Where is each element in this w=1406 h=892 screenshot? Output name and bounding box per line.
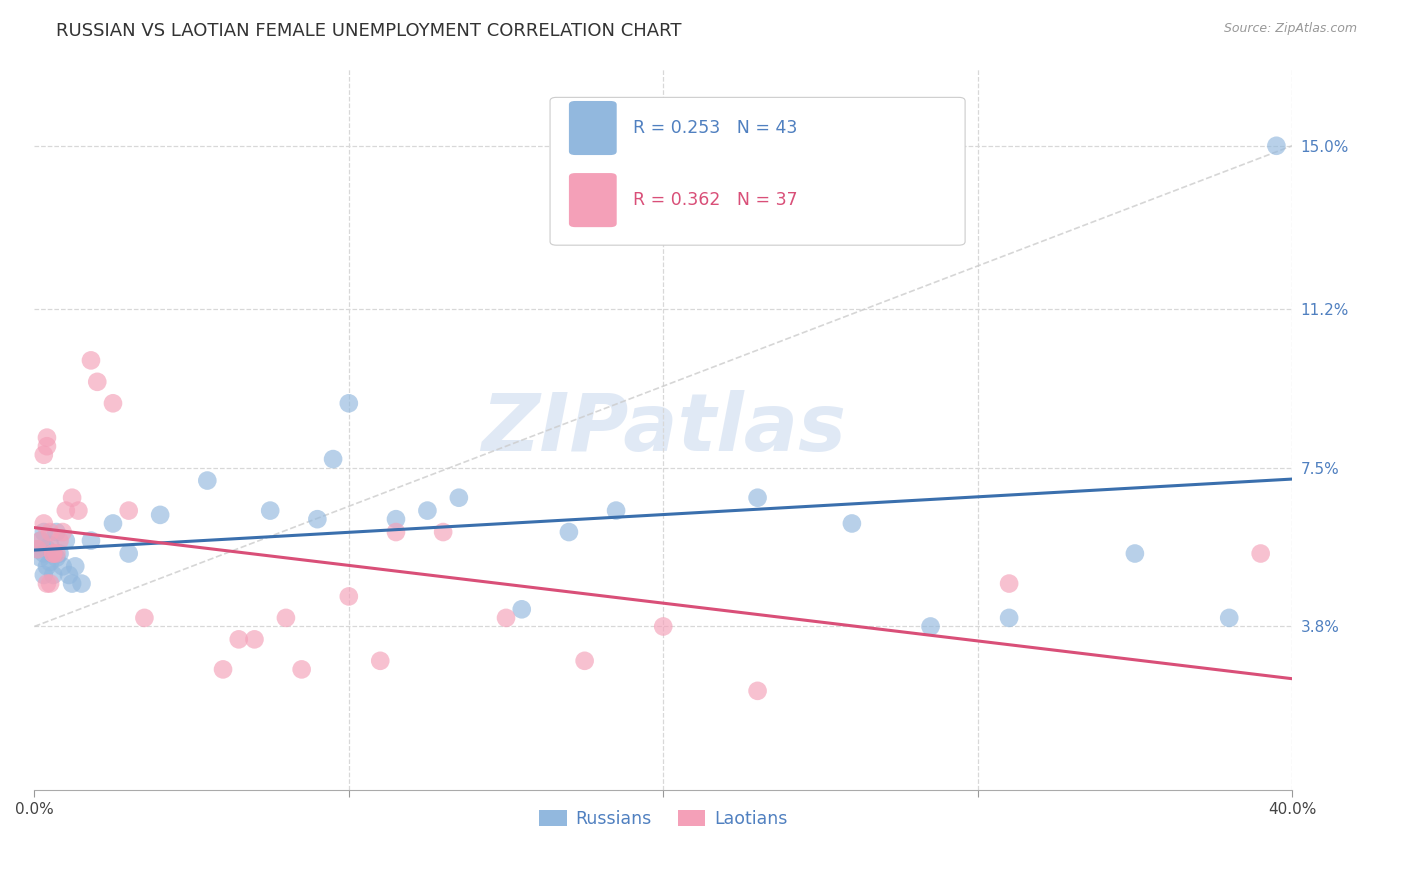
Point bbox=[149, 508, 172, 522]
Point bbox=[80, 353, 103, 368]
Point bbox=[65, 559, 87, 574]
Point bbox=[30, 533, 52, 548]
Point bbox=[45, 550, 67, 565]
Point bbox=[32, 448, 55, 462]
Point bbox=[42, 547, 65, 561]
Point bbox=[337, 590, 360, 604]
Text: Source: ZipAtlas.com: Source: ZipAtlas.com bbox=[1223, 22, 1357, 36]
Point bbox=[1265, 138, 1288, 153]
Point bbox=[274, 611, 297, 625]
Point bbox=[39, 524, 62, 539]
Point bbox=[416, 503, 439, 517]
Point bbox=[60, 491, 83, 505]
Point bbox=[30, 550, 52, 565]
Point bbox=[45, 547, 67, 561]
Point bbox=[212, 662, 235, 676]
Point bbox=[42, 547, 65, 561]
Point bbox=[495, 611, 517, 625]
Point bbox=[58, 568, 80, 582]
Point bbox=[42, 568, 65, 582]
Point bbox=[259, 503, 281, 517]
Text: RUSSIAN VS LAOTIAN FEMALE UNEMPLOYMENT CORRELATION CHART: RUSSIAN VS LAOTIAN FEMALE UNEMPLOYMENT C… bbox=[56, 22, 682, 40]
Point bbox=[67, 503, 90, 517]
FancyBboxPatch shape bbox=[550, 97, 965, 245]
Point bbox=[1218, 611, 1240, 625]
Point bbox=[39, 538, 62, 552]
FancyBboxPatch shape bbox=[569, 101, 617, 155]
Point bbox=[55, 503, 77, 517]
Point bbox=[134, 611, 156, 625]
Point bbox=[45, 524, 67, 539]
Point bbox=[42, 547, 65, 561]
Point bbox=[307, 512, 329, 526]
Point bbox=[510, 602, 533, 616]
FancyBboxPatch shape bbox=[569, 173, 617, 227]
Point bbox=[35, 542, 58, 557]
Legend: Russians, Laotians: Russians, Laotians bbox=[531, 803, 794, 835]
Point bbox=[70, 576, 93, 591]
Point bbox=[841, 516, 863, 531]
Point bbox=[1123, 547, 1146, 561]
Point bbox=[55, 533, 77, 548]
Point bbox=[32, 568, 55, 582]
Point bbox=[35, 439, 58, 453]
Point bbox=[30, 533, 52, 548]
Point bbox=[605, 503, 627, 517]
Point bbox=[48, 547, 70, 561]
Point bbox=[243, 632, 266, 647]
Point bbox=[32, 524, 55, 539]
Point bbox=[998, 576, 1021, 591]
Point bbox=[291, 662, 314, 676]
Point bbox=[101, 516, 124, 531]
Text: ZIPatlas: ZIPatlas bbox=[481, 390, 846, 468]
Point bbox=[35, 559, 58, 574]
Point bbox=[27, 542, 49, 557]
Point bbox=[39, 555, 62, 569]
Point bbox=[118, 503, 141, 517]
Point bbox=[60, 576, 83, 591]
Point bbox=[337, 396, 360, 410]
Point bbox=[80, 533, 103, 548]
Point bbox=[48, 533, 70, 548]
Point bbox=[558, 524, 581, 539]
Point bbox=[39, 576, 62, 591]
Point bbox=[368, 654, 391, 668]
Text: R = 0.362   N = 37: R = 0.362 N = 37 bbox=[633, 191, 797, 209]
Point bbox=[118, 547, 141, 561]
Point bbox=[998, 611, 1021, 625]
Point bbox=[228, 632, 250, 647]
Point bbox=[27, 542, 49, 557]
Point bbox=[32, 547, 55, 561]
Point bbox=[385, 512, 408, 526]
Point bbox=[652, 619, 675, 633]
Point bbox=[35, 431, 58, 445]
Point bbox=[86, 375, 108, 389]
Text: R = 0.253   N = 43: R = 0.253 N = 43 bbox=[633, 119, 797, 137]
Point bbox=[385, 524, 408, 539]
Point bbox=[447, 491, 470, 505]
Point bbox=[195, 474, 218, 488]
Point bbox=[1250, 547, 1272, 561]
Point bbox=[52, 524, 75, 539]
Point bbox=[32, 516, 55, 531]
Point bbox=[920, 619, 942, 633]
Point bbox=[52, 559, 75, 574]
Point bbox=[747, 683, 769, 698]
Point bbox=[322, 452, 344, 467]
Point bbox=[574, 654, 596, 668]
Point bbox=[101, 396, 124, 410]
Point bbox=[35, 576, 58, 591]
Point bbox=[432, 524, 454, 539]
Point bbox=[747, 491, 769, 505]
